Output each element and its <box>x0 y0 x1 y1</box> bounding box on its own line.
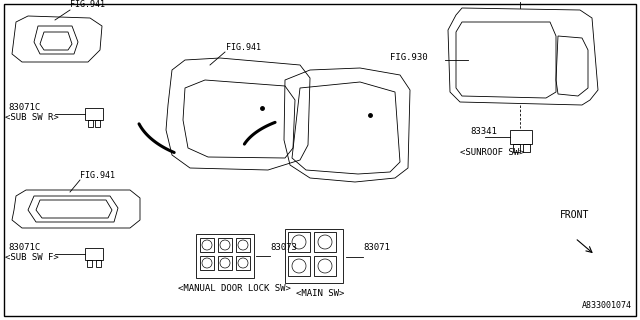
Bar <box>314 232 336 252</box>
Bar <box>218 256 232 270</box>
Bar <box>285 229 343 283</box>
Bar <box>513 144 520 152</box>
Text: 83071C: 83071C <box>8 243 40 252</box>
Bar <box>218 238 232 252</box>
Bar <box>200 238 214 252</box>
Text: <SUB SW F>: <SUB SW F> <box>5 253 59 262</box>
Text: <MAIN SW>: <MAIN SW> <box>296 289 344 298</box>
Bar <box>236 238 250 252</box>
Bar <box>196 234 254 278</box>
Bar <box>288 256 310 276</box>
Bar <box>88 120 93 127</box>
Text: FRONT: FRONT <box>560 210 589 220</box>
Bar <box>236 256 250 270</box>
Bar <box>314 256 336 276</box>
Bar <box>85 248 103 260</box>
Text: FIG.941: FIG.941 <box>80 171 115 180</box>
Text: FIG.941: FIG.941 <box>226 43 261 52</box>
Text: <SUB SW R>: <SUB SW R> <box>5 113 59 122</box>
Text: 83073: 83073 <box>270 243 297 252</box>
Text: A833001074: A833001074 <box>582 301 632 310</box>
Text: FIG.941: FIG.941 <box>70 0 105 9</box>
Text: 83071C: 83071C <box>8 103 40 112</box>
Bar <box>200 256 214 270</box>
Text: <SUNROOF SW>: <SUNROOF SW> <box>460 148 525 157</box>
Text: FIG.930: FIG.930 <box>390 52 428 61</box>
Text: <MANUAL DOOR LOCK SW>: <MANUAL DOOR LOCK SW> <box>178 284 291 293</box>
Text: 83341: 83341 <box>470 127 497 136</box>
Bar <box>523 144 530 152</box>
Bar <box>87 260 92 267</box>
Bar <box>85 108 103 120</box>
Bar <box>96 260 101 267</box>
Text: 83071: 83071 <box>363 243 390 252</box>
Bar <box>95 120 100 127</box>
Bar <box>510 130 532 144</box>
Bar <box>288 232 310 252</box>
